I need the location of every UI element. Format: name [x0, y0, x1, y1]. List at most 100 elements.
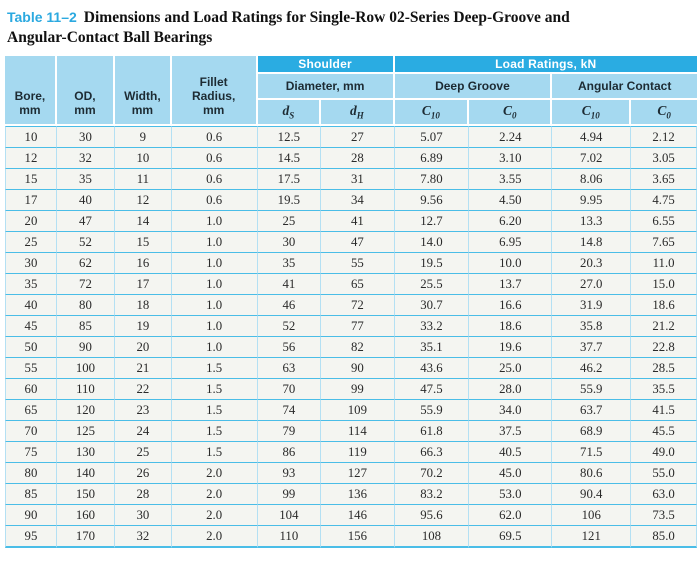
cell-ac_c10: 121	[552, 526, 632, 548]
cell-ds: 63	[257, 358, 322, 379]
cell-fillet_radius: 1.0	[171, 253, 258, 274]
cell-bore: 45	[5, 316, 57, 337]
cell-dh: 47	[321, 232, 395, 253]
symbol-ac-c0: C0	[657, 103, 671, 121]
symbol-sub: 0	[512, 110, 517, 121]
cell-dg_c10: 43.6	[394, 358, 470, 379]
cell-od: 52	[56, 232, 116, 253]
cell-width: 26	[115, 463, 172, 484]
cell-dg_c0: 62.0	[469, 505, 553, 526]
cell-width: 18	[115, 295, 172, 316]
symbol-base: C	[657, 103, 667, 119]
cell-ac_c10: 80.6	[552, 463, 632, 484]
cell-dh: 90	[321, 358, 395, 379]
cell-ds: 19.5	[257, 190, 322, 211]
cell-fillet_radius: 0.6	[171, 169, 258, 190]
cell-width: 9	[115, 126, 172, 148]
cell-dg_c10: 83.2	[394, 484, 470, 505]
cell-dg_c10: 30.7	[394, 295, 470, 316]
symbol-dg-c0: C0	[503, 103, 517, 121]
symbol-base: d	[349, 103, 357, 119]
cell-ac_c0: 11.0	[631, 253, 697, 274]
cell-ds: 70	[257, 379, 322, 400]
table-body: 10 30 9 0.6 12.5 27 5.07 2.24 4.94 2.12 12 32 10 0.6 1…	[5, 126, 697, 548]
cell-ds: 25	[257, 211, 322, 232]
cell-bore: 25	[5, 232, 57, 253]
cell-bore: 15	[5, 169, 57, 190]
cell-od: 140	[56, 463, 116, 484]
cell-dh: 156	[321, 526, 395, 548]
cell-ds: 41	[257, 274, 322, 295]
cell-ac_c0: 22.8	[631, 337, 697, 358]
cell-fillet_radius: 1.5	[171, 400, 258, 421]
symbol-base: d	[282, 103, 290, 119]
cell-ds: 99	[257, 484, 322, 505]
cell-ac_c10: 14.8	[552, 232, 632, 253]
cell-od: 160	[56, 505, 116, 526]
table-row: 50 90 20 1.0 56 82 35.1 19.6 37.7 22.8	[5, 337, 697, 358]
symbol-dg-c10: C10	[422, 103, 440, 121]
col-header-dg-c0: C0	[469, 100, 553, 126]
cell-od: 62	[56, 253, 116, 274]
col-header-ds: dS	[257, 100, 322, 126]
col-header-dg-c10: C10	[394, 100, 470, 126]
cell-dh: 99	[321, 379, 395, 400]
cell-od: 85	[56, 316, 116, 337]
subgroup-header-diameter: Diameter, mm	[257, 74, 395, 100]
col-header-dh: dH	[321, 100, 395, 126]
cell-dg_c10: 66.3	[394, 442, 470, 463]
cell-dh: 114	[321, 421, 395, 442]
cell-od: 100	[56, 358, 116, 379]
cell-fillet_radius: 2.0	[171, 463, 258, 484]
cell-ds: 93	[257, 463, 322, 484]
symbol-sub: 10	[590, 110, 600, 121]
cell-dh: 119	[321, 442, 395, 463]
cell-dg_c10: 19.5	[394, 253, 470, 274]
table-row: 55 100 21 1.5 63 90 43.6 25.0 46.2 28.5	[5, 358, 697, 379]
cell-ds: 12.5	[257, 126, 322, 148]
table-row: 70 125 24 1.5 79 114 61.8 37.5 68.9 45.5	[5, 421, 697, 442]
cell-ac_c0: 7.65	[631, 232, 697, 253]
cell-dg_c0: 6.95	[469, 232, 553, 253]
symbol-base: C	[581, 103, 591, 119]
cell-od: 90	[56, 337, 116, 358]
cell-width: 21	[115, 358, 172, 379]
cell-dg_c0: 16.6	[469, 295, 553, 316]
cell-ac_c0: 2.12	[631, 126, 697, 148]
cell-ac_c0: 15.0	[631, 274, 697, 295]
cell-ac_c10: 9.95	[552, 190, 632, 211]
cell-fillet_radius: 1.5	[171, 358, 258, 379]
table-number: Table 11–2	[7, 9, 77, 25]
cell-ac_c10: 63.7	[552, 400, 632, 421]
cell-bore: 70	[5, 421, 57, 442]
table-row: 25 52 15 1.0 30 47 14.0 6.95 14.8 7.65	[5, 232, 697, 253]
header-row-groups: Bore, mm OD, mm Width, mm Fillet Radius,…	[5, 56, 697, 126]
table-row: 80 140 26 2.0 93 127 70.2 45.0 80.6 55.0	[5, 463, 697, 484]
cell-od: 130	[56, 442, 116, 463]
cell-dh: 72	[321, 295, 395, 316]
table-title-line1: Dimensions and Load Ratings for Single-R…	[83, 9, 570, 26]
cell-dg_c10: 5.07	[394, 126, 470, 148]
cell-od: 30	[56, 126, 116, 148]
cell-ds: 74	[257, 400, 322, 421]
cell-ac_c0: 3.05	[631, 148, 697, 169]
cell-dh: 28	[321, 148, 395, 169]
cell-dh: 34	[321, 190, 395, 211]
symbol-sub: H	[356, 110, 364, 121]
cell-width: 12	[115, 190, 172, 211]
cell-dh: 31	[321, 169, 395, 190]
cell-ds: 17.5	[257, 169, 322, 190]
col-header-fillet-radius: Fillet Radius, mm	[171, 56, 258, 126]
cell-ac_c0: 18.6	[631, 295, 697, 316]
group-header-load-ratings: Load Ratings, kN	[394, 56, 697, 74]
cell-dg_c0: 69.5	[469, 526, 553, 548]
cell-dg_c10: 61.8	[394, 421, 470, 442]
cell-bore: 80	[5, 463, 57, 484]
cell-ds: 56	[257, 337, 322, 358]
cell-width: 28	[115, 484, 172, 505]
col-header-od: OD, mm	[56, 56, 116, 126]
cell-width: 20	[115, 337, 172, 358]
table-row: 65 120 23 1.5 74 109 55.9 34.0 63.7 41.5	[5, 400, 697, 421]
cell-dg_c0: 2.24	[469, 126, 553, 148]
